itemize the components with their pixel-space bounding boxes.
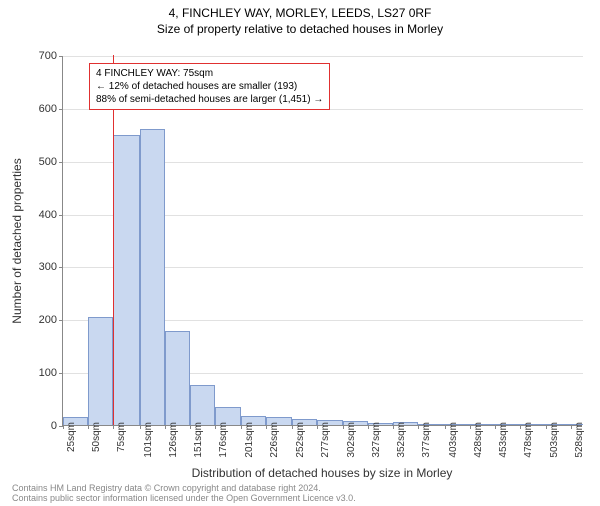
xtick-mark [165,425,166,429]
xtick-mark [140,425,141,429]
xtick-label: 201sqm [244,422,255,458]
xtick-mark [546,425,547,429]
histogram-bar [190,385,215,425]
xtick-mark [495,425,496,429]
xtick-label: 151sqm [193,422,204,458]
gridline [63,56,583,57]
xtick-label: 428sqm [473,422,484,458]
ytick-mark [59,109,63,110]
xtick-label: 75sqm [116,422,127,452]
xtick-label: 176sqm [218,422,229,458]
info-box-line: ← 12% of detached houses are smaller (19… [96,80,323,93]
chart-title-subtitle: Size of property relative to detached ho… [0,22,600,36]
xtick-mark [317,425,318,429]
info-box-line: 4 FINCHLEY WAY: 75sqm [96,67,323,80]
ytick-mark [59,162,63,163]
xtick-label: 503sqm [549,422,560,458]
ytick-mark [59,215,63,216]
xtick-mark [63,425,64,429]
plot-area: 010020030040050060070025sqm50sqm75sqm101… [62,56,582,426]
ytick-label: 0 [23,420,57,432]
xtick-label: 25sqm [66,422,77,452]
histogram-bar [140,129,165,425]
xtick-mark [368,425,369,429]
xtick-mark [343,425,344,429]
footer-line2: Contains public sector information licen… [12,494,356,504]
xtick-mark [393,425,394,429]
xtick-mark [266,425,267,429]
xtick-mark [571,425,572,429]
xtick-label: 126sqm [168,422,179,458]
xtick-label: 403sqm [448,422,459,458]
x-axis-label: Distribution of detached houses by size … [62,466,582,480]
footer-attribution: Contains HM Land Registry data © Crown c… [12,484,356,504]
histogram-bar [88,317,113,425]
ytick-mark [59,267,63,268]
ytick-mark [59,320,63,321]
xtick-label: 327sqm [371,422,382,458]
xtick-label: 101sqm [143,422,154,458]
xtick-mark [88,425,89,429]
xtick-mark [113,425,114,429]
xtick-mark [190,425,191,429]
info-box: 4 FINCHLEY WAY: 75sqm← 12% of detached h… [89,63,330,110]
xtick-mark [292,425,293,429]
xtick-label: 226sqm [269,422,280,458]
xtick-label: 352sqm [396,422,407,458]
ytick-label: 300 [23,261,57,273]
xtick-label: 528sqm [574,422,585,458]
xtick-mark [418,425,419,429]
property-marker-line [113,55,114,425]
xtick-mark [445,425,446,429]
xtick-label: 478sqm [523,422,534,458]
histogram-bar [113,135,139,425]
ytick-label: 400 [23,209,57,221]
xtick-mark [215,425,216,429]
ytick-mark [59,56,63,57]
xtick-label: 252sqm [295,422,306,458]
ytick-label: 700 [23,50,57,62]
ytick-label: 100 [23,367,57,379]
y-axis-label: Number of detached properties [10,158,24,323]
xtick-mark [241,425,242,429]
xtick-label: 277sqm [320,422,331,458]
xtick-mark [520,425,521,429]
xtick-label: 50sqm [91,422,102,452]
xtick-label: 302sqm [346,422,357,458]
ytick-label: 500 [23,156,57,168]
ytick-label: 200 [23,314,57,326]
info-box-line: 88% of semi-detached houses are larger (… [96,93,323,106]
ytick-mark [59,373,63,374]
chart-title-address: 4, FINCHLEY WAY, MORLEY, LEEDS, LS27 0RF [0,6,600,20]
xtick-label: 453sqm [498,422,509,458]
histogram-bar [165,331,190,425]
xtick-label: 377sqm [421,422,432,458]
xtick-mark [470,425,471,429]
ytick-label: 600 [23,103,57,115]
chart-container: 010020030040050060070025sqm50sqm75sqm101… [62,56,582,426]
